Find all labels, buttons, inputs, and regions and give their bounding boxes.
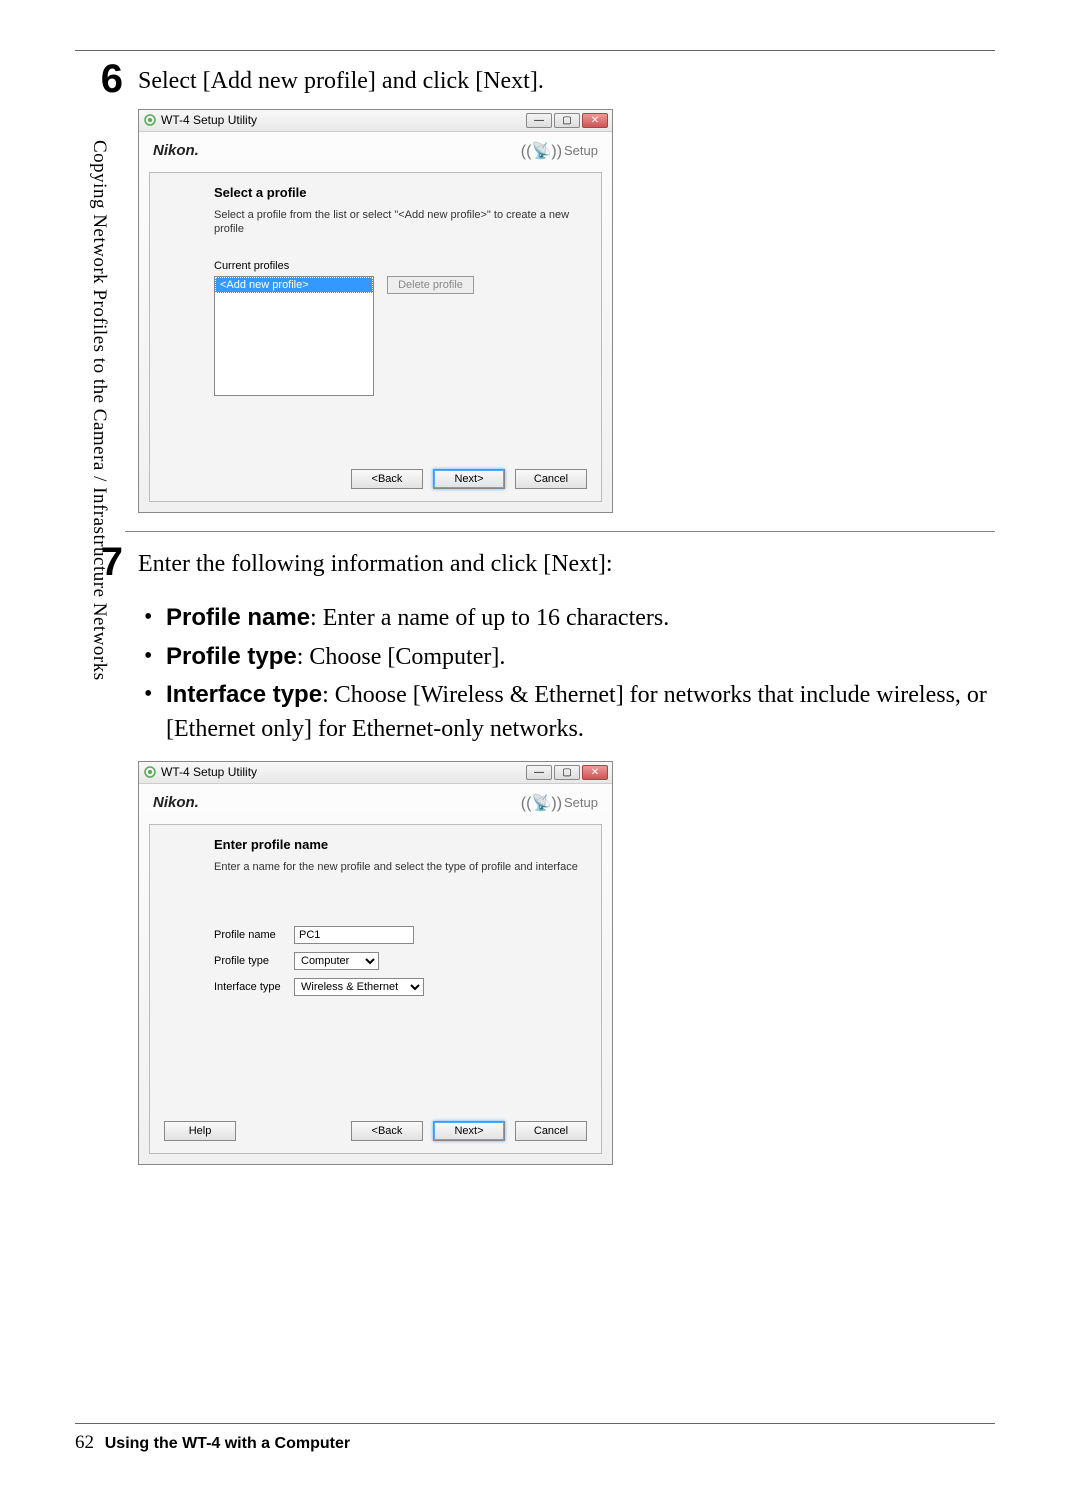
profile-name-label: Profile name: [214, 929, 294, 941]
bullet-profile-type: Profile type: Choose [Computer].: [138, 640, 995, 675]
bullet-text: : Enter a name of up to 16 characters.: [310, 605, 669, 631]
interface-type-select[interactable]: Wireless & Ethernet: [294, 978, 424, 996]
app-icon: [143, 765, 157, 779]
profile-name-input[interactable]: [294, 926, 414, 944]
step-number: 6: [75, 59, 123, 99]
bullet-label: Interface type: [166, 681, 322, 708]
brand-logo: Nikon.: [153, 142, 199, 159]
listbox-item-add-new[interactable]: <Add new profile>: [215, 277, 373, 293]
close-button[interactable]: ✕: [582, 765, 608, 780]
cancel-button[interactable]: Cancel: [515, 1121, 587, 1141]
step-number: 7: [75, 542, 123, 582]
back-button[interactable]: <Back: [351, 1121, 423, 1141]
dialog-select-profile: WT-4 Setup Utility — ▢ ✕ Nikon. ((📡)) Se…: [138, 109, 613, 513]
delete-profile-button[interactable]: Delete profile: [387, 276, 474, 294]
bullet-profile-name: Profile name: Enter a name of up to 16 c…: [138, 601, 995, 636]
close-button[interactable]: ✕: [582, 113, 608, 128]
page-number: 62: [75, 1432, 94, 1453]
bullet-label: Profile type: [166, 643, 297, 670]
profile-type-label: Profile type: [214, 955, 294, 967]
dialog-heading: Enter profile name: [214, 837, 587, 852]
window-titlebar: WT-4 Setup Utility — ▢ ✕: [139, 762, 612, 784]
step-instruction: Enter the following information and clic…: [138, 548, 995, 582]
step-divider: [125, 531, 995, 532]
window-titlebar: WT-4 Setup Utility — ▢ ✕: [139, 110, 612, 132]
interface-type-label: Interface type: [214, 981, 294, 993]
wifi-icon: ((📡)): [521, 141, 562, 161]
profile-type-select[interactable]: Computer: [294, 952, 379, 970]
app-icon: [143, 113, 157, 127]
row-profile-name: Profile name: [214, 926, 587, 944]
bullet-text: : Choose [Computer].: [297, 644, 506, 670]
setup-logo: ((📡)) Setup: [521, 793, 598, 813]
step-instruction: Select [Add new profile] and click [Next…: [138, 65, 995, 99]
maximize-button[interactable]: ▢: [554, 113, 580, 128]
page-footer: 62 Using the WT-4 with a Computer: [75, 1423, 995, 1454]
dialog-description: Enter a name for the new profile and sel…: [214, 860, 587, 874]
footer-title: Using the WT-4 with a Computer: [105, 1435, 350, 1452]
brand-logo: Nikon.: [153, 794, 199, 811]
step-7: 7 Enter the following information and cl…: [75, 542, 995, 1165]
profile-listbox[interactable]: <Add new profile>: [214, 276, 374, 396]
dialog-heading: Select a profile: [214, 185, 587, 200]
dialog-enter-profile-name: WT-4 Setup Utility — ▢ ✕ Nikon. ((📡)) Se…: [138, 761, 613, 1165]
listbox-label: Current profiles: [214, 260, 587, 272]
minimize-button[interactable]: —: [526, 765, 552, 780]
back-button[interactable]: <Back: [351, 469, 423, 489]
help-button[interactable]: Help: [164, 1121, 236, 1141]
bullet-interface-type: Interface type: Choose [Wireless & Ether…: [138, 678, 995, 746]
wifi-icon: ((📡)): [521, 793, 562, 813]
maximize-button[interactable]: ▢: [554, 765, 580, 780]
setup-label: Setup: [564, 143, 598, 158]
dialog-description: Select a profile from the list or select…: [214, 208, 587, 237]
bullet-label: Profile name: [166, 604, 310, 631]
window-title: WT-4 Setup Utility: [161, 765, 257, 779]
window-title: WT-4 Setup Utility: [161, 113, 257, 127]
next-button[interactable]: Next>: [433, 469, 505, 489]
setup-label: Setup: [564, 795, 598, 810]
step-6: 6 Select [Add new profile] and click [Ne…: [75, 59, 995, 513]
row-interface-type: Interface type Wireless & Ethernet: [214, 978, 587, 996]
row-profile-type: Profile type Computer: [214, 952, 587, 970]
setup-logo: ((📡)) Setup: [521, 141, 598, 161]
minimize-button[interactable]: —: [526, 113, 552, 128]
cancel-button[interactable]: Cancel: [515, 469, 587, 489]
page-top-rule: [75, 50, 995, 51]
next-button[interactable]: Next>: [433, 1121, 505, 1141]
bullet-list: Profile name: Enter a name of up to 16 c…: [138, 601, 995, 746]
